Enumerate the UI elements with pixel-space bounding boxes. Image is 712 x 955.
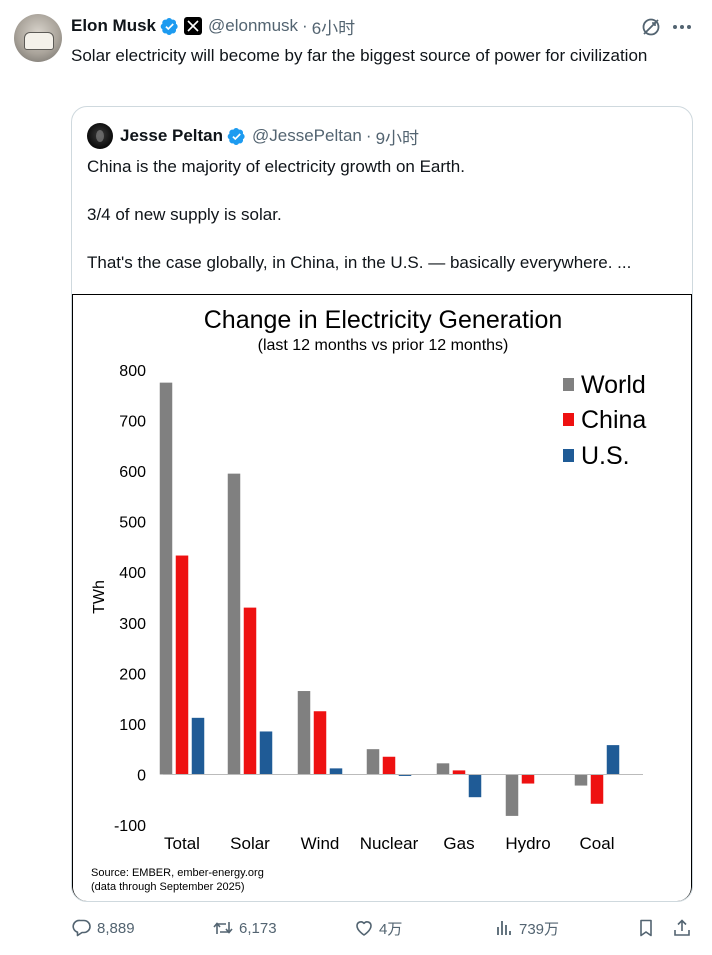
legend-swatch bbox=[563, 378, 574, 391]
author-handle[interactable]: @elonmusk bbox=[208, 16, 299, 35]
tweet-time[interactable]: 6小时 bbox=[311, 18, 356, 38]
bar-world-wind bbox=[297, 691, 311, 775]
quote-header: Jesse Peltan @JessePeltan · 9小时 bbox=[120, 124, 419, 148]
bar-us-wind bbox=[329, 768, 343, 775]
bar-chart: Change in Electricity Generation (last 12… bbox=[91, 306, 646, 893]
y-axis-label: TWh bbox=[91, 580, 108, 614]
quote-avatar[interactable] bbox=[87, 123, 113, 149]
bar-world-coal bbox=[574, 774, 588, 786]
x-tick-label: Total bbox=[164, 834, 200, 853]
analytics-icon bbox=[497, 921, 511, 935]
x-tick-label: Nuclear bbox=[360, 834, 419, 853]
repost-count: 6,173 bbox=[239, 919, 277, 937]
bar-world-total bbox=[159, 382, 173, 775]
verified-badge-icon bbox=[227, 127, 245, 145]
verified-badge-icon bbox=[160, 17, 178, 35]
chart-note: (data through September 2025) bbox=[91, 881, 245, 893]
bar-china-wind bbox=[313, 711, 327, 775]
more-options-icon[interactable] bbox=[670, 16, 694, 38]
quote-author-name[interactable]: Jesse Peltan bbox=[120, 126, 224, 145]
bar-china-gas bbox=[452, 770, 466, 775]
x-tick-label: Coal bbox=[580, 834, 615, 853]
view-count: 739万 bbox=[519, 920, 560, 938]
views-button[interactable]: 739万 bbox=[494, 910, 559, 946]
chart-subtitle: (last 12 months vs prior 12 months) bbox=[258, 337, 509, 354]
grok-icon[interactable] bbox=[640, 16, 662, 38]
y-tick-label: 700 bbox=[119, 414, 146, 431]
bar-us-solar bbox=[259, 731, 273, 775]
reply-button[interactable]: 8,889 bbox=[72, 910, 135, 946]
y-tick-label: 300 bbox=[119, 616, 146, 633]
repost-icon bbox=[213, 922, 233, 934]
y-tick-label: 0 bbox=[137, 767, 146, 784]
x-tick-label: Gas bbox=[443, 834, 474, 853]
quote-paragraph: 3/4 of new supply is solar. bbox=[87, 205, 282, 224]
legend-label: World bbox=[581, 371, 646, 399]
quote-paragraph: That's the case globally, in China, in t… bbox=[87, 253, 632, 272]
legend-label: China bbox=[581, 406, 646, 434]
like-button[interactable]: 4万 bbox=[354, 910, 402, 946]
x-tick-label: Solar bbox=[230, 834, 270, 853]
quote-text: China is the majority of electricity gro… bbox=[87, 155, 687, 275]
action-bar: 8,889 6,173 4万 739万 bbox=[0, 910, 712, 946]
reply-icon bbox=[72, 919, 91, 937]
bar-china-coal bbox=[590, 774, 604, 804]
quote-paragraph: China is the majority of electricity gro… bbox=[87, 157, 465, 176]
bar-us-total bbox=[191, 717, 205, 775]
bar-us-gas bbox=[468, 774, 482, 798]
y-tick-label: 500 bbox=[119, 515, 146, 532]
x-tick-label: Wind bbox=[301, 834, 340, 853]
separator-dot: · bbox=[365, 126, 372, 145]
author-name[interactable]: Elon Musk bbox=[71, 16, 157, 35]
legend-swatch bbox=[563, 449, 574, 462]
bar-world-gas bbox=[436, 763, 450, 775]
quoted-tweet[interactable]: Jesse Peltan @JessePeltan · 9小时 China is… bbox=[71, 106, 693, 902]
bar-china-nuclear bbox=[382, 756, 396, 775]
y-tick-label: -100 bbox=[114, 818, 146, 835]
bar-us-coal bbox=[606, 745, 620, 775]
avatar[interactable] bbox=[14, 14, 62, 62]
bar-world-nuclear bbox=[366, 749, 380, 775]
bar-world-solar bbox=[227, 473, 241, 775]
share-button[interactable] bbox=[672, 910, 697, 946]
bar-china-solar bbox=[243, 607, 257, 775]
x-logo-icon bbox=[184, 17, 203, 35]
repost-button[interactable]: 6,173 bbox=[212, 910, 277, 946]
x-tick-label: Hydro bbox=[505, 834, 550, 853]
bar-us-nuclear bbox=[398, 774, 412, 776]
bar-china-hydro bbox=[521, 774, 535, 784]
quote-time[interactable]: 9小时 bbox=[375, 128, 420, 148]
heart-icon bbox=[356, 921, 372, 936]
y-tick-label: 600 bbox=[119, 464, 146, 481]
bookmark-button[interactable] bbox=[636, 910, 661, 946]
y-tick-label: 100 bbox=[119, 717, 146, 734]
y-tick-label: 200 bbox=[119, 666, 146, 683]
chart-source: Source: EMBER, ember-energy.org bbox=[91, 867, 264, 879]
bar-world-hydro bbox=[505, 774, 519, 816]
reply-count: 8,889 bbox=[97, 919, 135, 937]
chart-image[interactable]: Change in Electricity Generation (last 12… bbox=[72, 294, 692, 901]
quote-author-handle[interactable]: @JessePeltan bbox=[252, 126, 362, 145]
y-tick-label: 800 bbox=[119, 363, 146, 380]
legend-label: U.S. bbox=[581, 442, 630, 470]
tweet-header: Elon Musk @elonmusk · 6小时 bbox=[71, 14, 355, 38]
bar-china-total bbox=[175, 555, 189, 775]
tweet-text: Solar electricity will become by far the… bbox=[71, 46, 648, 65]
like-count: 4万 bbox=[379, 920, 403, 938]
bookmark-icon bbox=[640, 919, 652, 937]
legend-swatch bbox=[563, 413, 574, 426]
separator-dot: · bbox=[302, 16, 308, 35]
share-icon bbox=[674, 919, 690, 936]
chart-title: Change in Electricity Generation bbox=[204, 306, 563, 334]
y-tick-label: 400 bbox=[119, 565, 146, 582]
